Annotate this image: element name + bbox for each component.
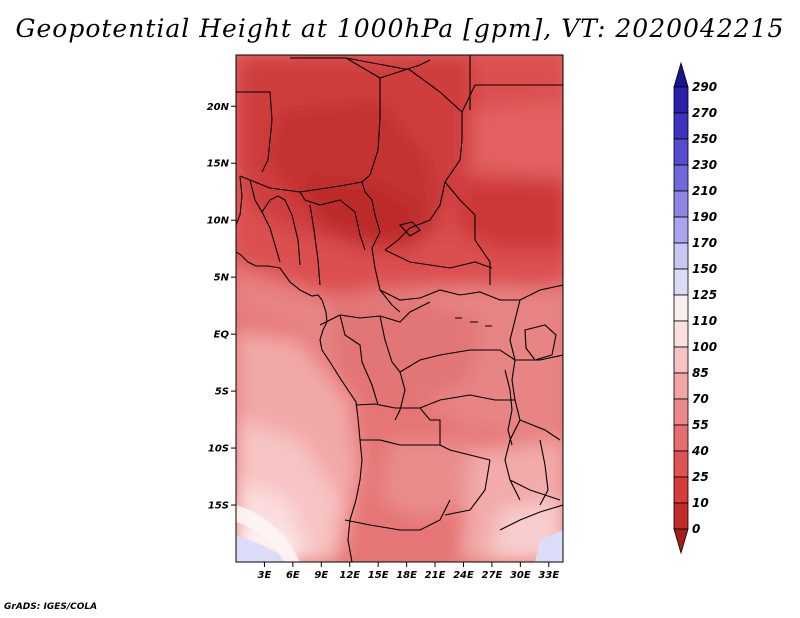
- lat-label: 10N: [207, 216, 230, 227]
- colorbar-label: 55: [692, 418, 709, 432]
- lon-label: 27E: [482, 570, 503, 581]
- lon-label: 30E: [510, 570, 531, 581]
- lat-label: 5S: [215, 387, 229, 398]
- colorbar-swatch: [673, 450, 689, 478]
- lake-tanganyika: [504, 369, 513, 446]
- colorbar-swatch: [673, 320, 689, 348]
- lon-label: 3E: [258, 570, 272, 581]
- colorbar-label: 250: [692, 132, 717, 146]
- lat-label: 5N: [214, 273, 230, 284]
- colorbar-label: 125: [692, 288, 717, 302]
- colorbar-top-arrow: [673, 61, 689, 88]
- colorbar-label: 150: [692, 262, 717, 276]
- colorbar-swatch: [673, 164, 689, 192]
- colorbar-swatch: [673, 268, 689, 296]
- colorbar-label: 190: [692, 210, 717, 224]
- colorbar-swatch: [673, 476, 689, 504]
- lon-label: 33E: [538, 570, 559, 581]
- colorbar-label: 40: [691, 444, 709, 458]
- colorbar-label: 70: [692, 392, 709, 406]
- atlantic-coastline: [236, 251, 363, 562]
- lake-victoria: [524, 324, 557, 361]
- colorbar-label: 10: [692, 496, 709, 510]
- colorbar-bottom-arrow: [673, 528, 689, 555]
- colorbar-label: 270: [692, 106, 717, 120]
- colorbar-swatch: [673, 398, 689, 426]
- colorbar-label: 210: [692, 184, 717, 198]
- lon-label: 9E: [314, 570, 328, 581]
- colorbar-swatch: [673, 346, 689, 374]
- colorbar-swatch: [673, 502, 689, 530]
- colorbar-label: 0: [692, 522, 700, 536]
- plot-frame: [235, 54, 564, 563]
- political-boundaries: [236, 55, 563, 562]
- colorbar-label: 230: [692, 158, 717, 172]
- colorbar-label: 100: [692, 340, 717, 354]
- lat-label: 15N: [207, 159, 230, 170]
- colorbar-swatch: [673, 424, 689, 452]
- colorbar-label: 170: [692, 236, 717, 250]
- colorbar-swatch: [673, 294, 689, 322]
- lon-label: 24E: [453, 570, 474, 581]
- lake-chad: [398, 221, 421, 237]
- colorbar-label: 290: [692, 80, 717, 94]
- lon-label: 6E: [286, 570, 300, 581]
- latitude-axis: 20N 15N 10N 5N EQ 5S 10S 15S: [207, 102, 236, 512]
- colorbar-swatch: [673, 242, 689, 270]
- lat-label: 20N: [207, 102, 230, 113]
- lon-label: 12E: [339, 570, 360, 581]
- colorbar-swatch: [673, 138, 689, 166]
- colorbar-label: 85: [692, 366, 709, 380]
- credit-text: GrADS: IGES/COLA: [4, 602, 98, 612]
- lon-label: 21E: [425, 570, 446, 581]
- colorbar-swatch: [673, 112, 689, 140]
- lat-label: EQ: [214, 330, 230, 341]
- map-title: Geopotential Height at 1000hPa [gpm], VT…: [15, 14, 785, 43]
- lat-label: 10S: [208, 444, 229, 455]
- height-field: [236, 55, 563, 562]
- colorbar-label: 110: [692, 314, 717, 328]
- colorbar: 2902702502302101901701501251101008570554…: [673, 61, 717, 555]
- lon-label: 18E: [396, 570, 417, 581]
- lake-malawi: [539, 439, 549, 506]
- colorbar-swatch: [673, 190, 689, 218]
- lat-label: 15S: [208, 501, 229, 512]
- colorbar-label: 25: [692, 470, 709, 484]
- colorbar-swatch: [673, 216, 689, 244]
- lon-label: 15E: [368, 570, 389, 581]
- colorbar-swatch: [673, 372, 689, 400]
- colorbar-swatch: [673, 86, 689, 114]
- longitude-axis: 3E 6E 9E 12E 15E 18E 21E 24E 27E 30E 33E: [258, 562, 559, 581]
